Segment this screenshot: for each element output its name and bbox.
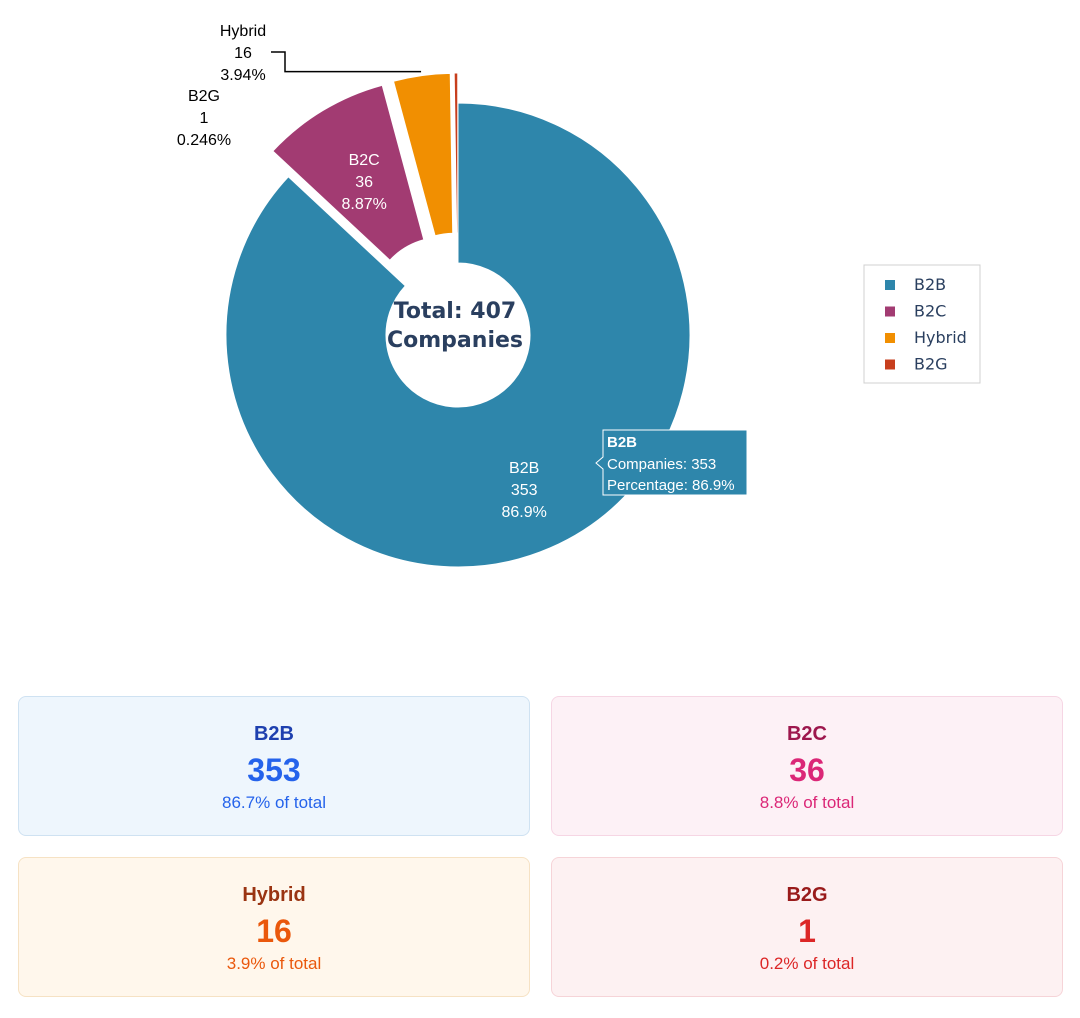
legend-label-b2g[interactable]: B2G xyxy=(914,355,948,374)
center-companies-label: Companies xyxy=(387,328,523,353)
legend-swatch-b2b xyxy=(885,280,895,290)
card-label: B2B xyxy=(253,723,294,745)
slice-label-b2c-2: 8.87% xyxy=(341,196,386,213)
legend-box xyxy=(863,264,981,384)
tooltip-line-companies: Companies: 353 xyxy=(607,456,716,473)
center-total-label: Total: 407 xyxy=(394,299,516,324)
outside-label-b2g-0: B2G xyxy=(188,88,220,105)
card-hybrid: Hybrid 16 3.9% of total xyxy=(18,857,530,997)
outside-label-hybrid-2: 3.94% xyxy=(220,67,265,84)
slice-hybrid[interactable] xyxy=(392,72,454,237)
tooltip-box xyxy=(595,429,748,496)
legend-label-hybrid[interactable]: Hybrid xyxy=(914,328,967,347)
card-percentage: 8.8% of total xyxy=(759,793,855,812)
outside-label-b2g-1: 1 xyxy=(200,110,209,127)
card-label: B2G xyxy=(786,884,828,906)
tooltip-line-percentage: Percentage: 86.9% xyxy=(607,477,735,494)
outside-label-hybrid-0: Hybrid xyxy=(220,23,266,40)
card-value: 1 xyxy=(798,913,816,949)
card-percentage: 3.9% of total xyxy=(226,954,322,973)
card-value: 36 xyxy=(789,752,825,788)
card-label: B2C xyxy=(786,723,827,745)
legend-swatch-b2c xyxy=(885,306,895,317)
card-value: 16 xyxy=(256,913,292,949)
card-b2b: B2B 353 86.7% of total xyxy=(18,696,530,836)
legend: B2B B2C Hybrid B2G xyxy=(863,264,981,384)
leader-line-hybrid xyxy=(271,51,422,73)
legend-swatch-b2g xyxy=(885,359,895,370)
outside-label-hybrid-1: 16 xyxy=(234,45,252,62)
card-label: Hybrid xyxy=(242,884,306,906)
card-percentage: 0.2% of total xyxy=(759,954,855,973)
slice-b2b[interactable] xyxy=(225,102,691,568)
slice-b2g[interactable] xyxy=(453,72,459,234)
slice-label-b2c-1: 36 xyxy=(355,174,373,191)
hover-tooltip: B2B Companies: 353 Percentage: 86.9% xyxy=(595,429,748,496)
card-percentage: 86.7% of total xyxy=(222,793,326,812)
slice-label-b2b-0: B2B xyxy=(509,460,539,477)
slices-layer xyxy=(225,72,691,568)
card-b2g: B2G 1 0.2% of total xyxy=(551,857,1063,997)
card-b2c: B2C 36 8.8% of total xyxy=(551,696,1063,836)
legend-label-b2b[interactable]: B2B xyxy=(914,275,946,294)
slice-label-b2c-0: B2C xyxy=(349,152,380,169)
legend-swatch-hybrid xyxy=(885,333,895,343)
donut-chart: B2B35386.9%B2C368.87%Hybrid163.94%B2G10.… xyxy=(177,23,981,568)
legend-label-b2c[interactable]: B2C xyxy=(914,302,946,321)
labels-layer: B2B 353 86.9% B2C 36 8.87% Hybrid 16 3.94%B2G 1 0.… xyxy=(177,23,547,521)
slice-label-b2b-2: 86.9% xyxy=(501,504,546,521)
outside-label-b2g-2: 0.246% xyxy=(177,132,231,149)
slice-b2c[interactable] xyxy=(272,84,425,261)
tooltip-title: B2B xyxy=(607,434,637,451)
card-value: 353 xyxy=(247,752,301,788)
slice-label-b2b-1: 353 xyxy=(511,482,538,499)
